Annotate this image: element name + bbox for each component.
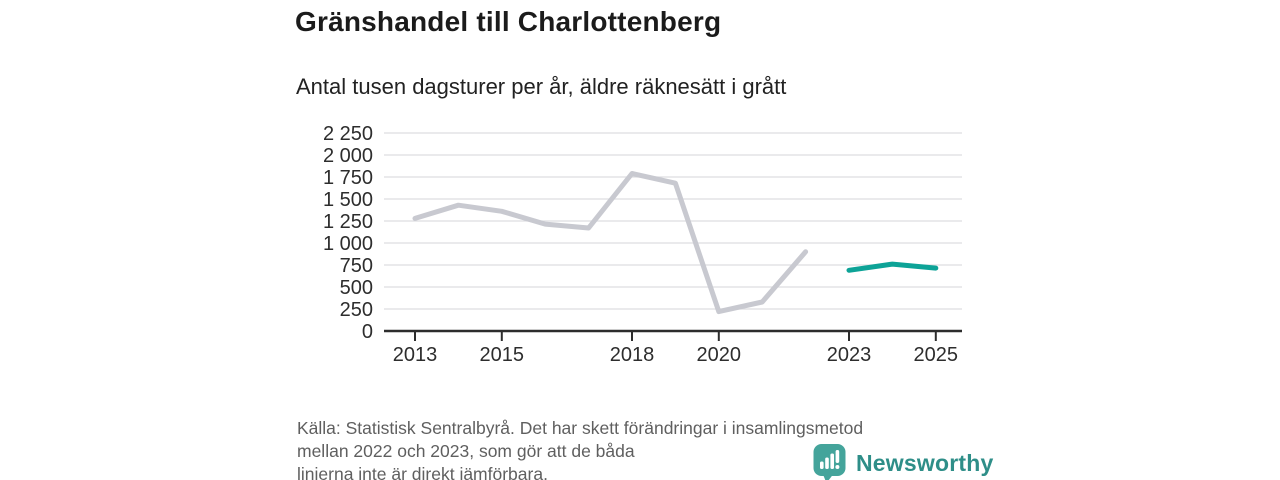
source-note-line: mellan 2022 och 2023, som gör att de båd… [297, 441, 635, 461]
newsworthy-bars-icon [813, 444, 846, 480]
y-tick-label: 500 [340, 277, 373, 299]
source-note-line: Källa: Statistisk Sentralbyrå. Det har s… [297, 418, 864, 438]
x-tick-label: 2015 [480, 344, 525, 366]
newsworthy-logo-text: Newsworthy [856, 450, 994, 476]
y-tick-label: 2 250 [323, 123, 373, 145]
x-tick-label: 2023 [827, 344, 872, 366]
y-tick-label: 0 [362, 321, 373, 343]
y-tick-label: 1 500 [323, 189, 373, 211]
series-line-0 [412, 171, 809, 315]
y-tick-label: 1 000 [323, 233, 373, 255]
x-tick-label: 2025 [914, 344, 959, 366]
x-tick-label: 2018 [610, 344, 655, 366]
y-tick-label: 750 [340, 255, 373, 277]
chart-subtitle: Antal tusen dagsturer per år, äldre räkn… [296, 74, 787, 99]
chart-title: Gränshandel till Charlottenberg [295, 6, 722, 37]
source-note: Källa: Statistisk Sentralbyrå. Det har s… [297, 417, 863, 480]
newsworthy-logo: Newsworthy [812, 443, 993, 480]
series-line-1 [846, 261, 939, 273]
y-tick-label: 2 000 [323, 145, 373, 167]
x-tick-label: 2013 [393, 344, 438, 366]
y-tick-label: 1 750 [323, 167, 373, 189]
y-tick-label: 1 250 [323, 211, 373, 233]
x-tick-label: 2020 [697, 344, 742, 366]
y-tick-label: 250 [340, 299, 373, 321]
source-note-line: linjerna inte är direkt jämförbara. [297, 464, 548, 480]
